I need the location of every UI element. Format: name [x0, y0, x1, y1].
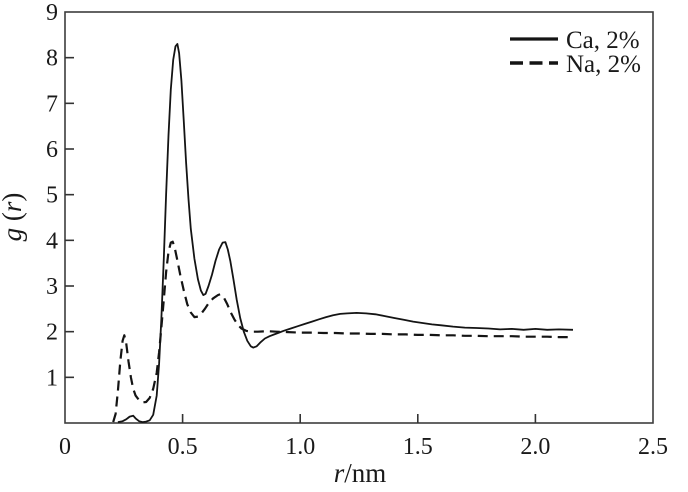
x-tick-label: 2.0 [520, 434, 550, 460]
y-tick-label: 4 [46, 228, 58, 254]
y-tick-label: 3 [46, 274, 58, 300]
x-tick-label: 2.5 [638, 434, 668, 460]
legend: Ca, 2% Na, 2% [510, 27, 641, 78]
y-axis-label: g (r) [0, 193, 27, 242]
x-tick-label: 0 [59, 434, 71, 460]
y-axis-tick-labels: 1 2 3 4 5 6 7 8 9 [46, 0, 58, 391]
x-tick-label: 0.5 [168, 434, 198, 460]
na-series-curve [112, 240, 571, 423]
y-tick-label: 2 [46, 320, 58, 346]
y-tick-label: 7 [46, 91, 58, 117]
legend-label-na: Na, 2% [566, 51, 641, 78]
x-axis-tick-labels: 0 0.5 1.0 1.5 2.0 2.5 [59, 434, 668, 460]
x-tick-label: 1.0 [285, 434, 315, 460]
x-tick-label: 1.5 [403, 434, 433, 460]
y-tick-label: 5 [46, 183, 58, 209]
y-tick-label: 6 [46, 137, 58, 163]
y-tick-label: 1 [46, 365, 58, 391]
y-tick-label: 9 [46, 0, 58, 26]
legend-label-ca: Ca, 2% [566, 27, 640, 54]
y-tick-label: 8 [46, 46, 58, 72]
x-axis-label: r/nm [334, 458, 387, 488]
series-curves [112, 43, 574, 423]
plot-frame [64, 11, 654, 424]
x-axis-ticks [181, 414, 537, 423]
ca-series-curve [117, 43, 574, 423]
y-axis-ticks [65, 56, 74, 379]
